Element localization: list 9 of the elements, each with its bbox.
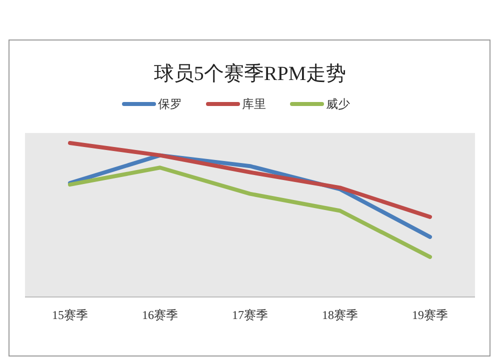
chart-title: 球员5个赛季RPM走势: [154, 63, 346, 85]
x-tick-label: 17赛季: [232, 308, 268, 322]
x-tick-label: 18赛季: [322, 308, 358, 322]
x-tick-label: 19赛季: [412, 308, 448, 322]
legend-label: 威少: [326, 97, 350, 111]
legend-label: 库里: [242, 97, 266, 111]
x-tick-label: 16赛季: [142, 308, 178, 322]
x-tick-label: 15赛季: [52, 308, 88, 322]
legend-label: 保罗: [158, 97, 182, 111]
